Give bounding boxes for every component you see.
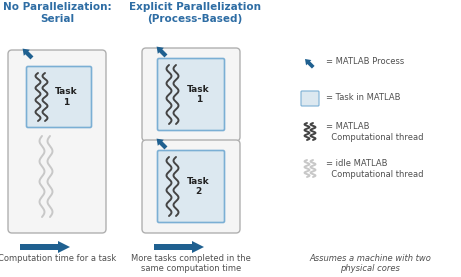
Text: = MATLAB Process: = MATLAB Process bbox=[326, 58, 404, 66]
FancyArrow shape bbox=[20, 241, 70, 253]
FancyArrow shape bbox=[305, 59, 314, 69]
Text: More tasks completed in the
same computation time: More tasks completed in the same computa… bbox=[131, 254, 251, 273]
Text: No Parallelization:
Serial: No Parallelization: Serial bbox=[3, 2, 111, 24]
Text: = MATLAB
  Computational thread: = MATLAB Computational thread bbox=[326, 122, 424, 142]
FancyBboxPatch shape bbox=[8, 50, 106, 233]
FancyArrow shape bbox=[23, 48, 34, 60]
FancyBboxPatch shape bbox=[301, 91, 319, 106]
FancyBboxPatch shape bbox=[158, 58, 225, 130]
Text: Assumes a machine with two
physical cores: Assumes a machine with two physical core… bbox=[309, 254, 431, 273]
Text: Task
2: Task 2 bbox=[187, 177, 210, 196]
Text: = Task in MATLAB: = Task in MATLAB bbox=[326, 94, 401, 102]
Text: Task
1: Task 1 bbox=[187, 85, 210, 104]
FancyBboxPatch shape bbox=[142, 140, 240, 233]
FancyBboxPatch shape bbox=[26, 66, 91, 127]
FancyArrow shape bbox=[157, 138, 167, 150]
Text: Task
1: Task 1 bbox=[55, 87, 78, 107]
FancyBboxPatch shape bbox=[158, 150, 225, 222]
Text: = idle MATLAB
  Computational thread: = idle MATLAB Computational thread bbox=[326, 159, 424, 179]
FancyArrow shape bbox=[157, 47, 167, 57]
Text: Computation time for a task: Computation time for a task bbox=[0, 254, 116, 263]
FancyArrow shape bbox=[154, 241, 204, 253]
FancyBboxPatch shape bbox=[142, 48, 240, 141]
Text: Explicit Parallelization
(Process-Based): Explicit Parallelization (Process-Based) bbox=[129, 2, 261, 24]
